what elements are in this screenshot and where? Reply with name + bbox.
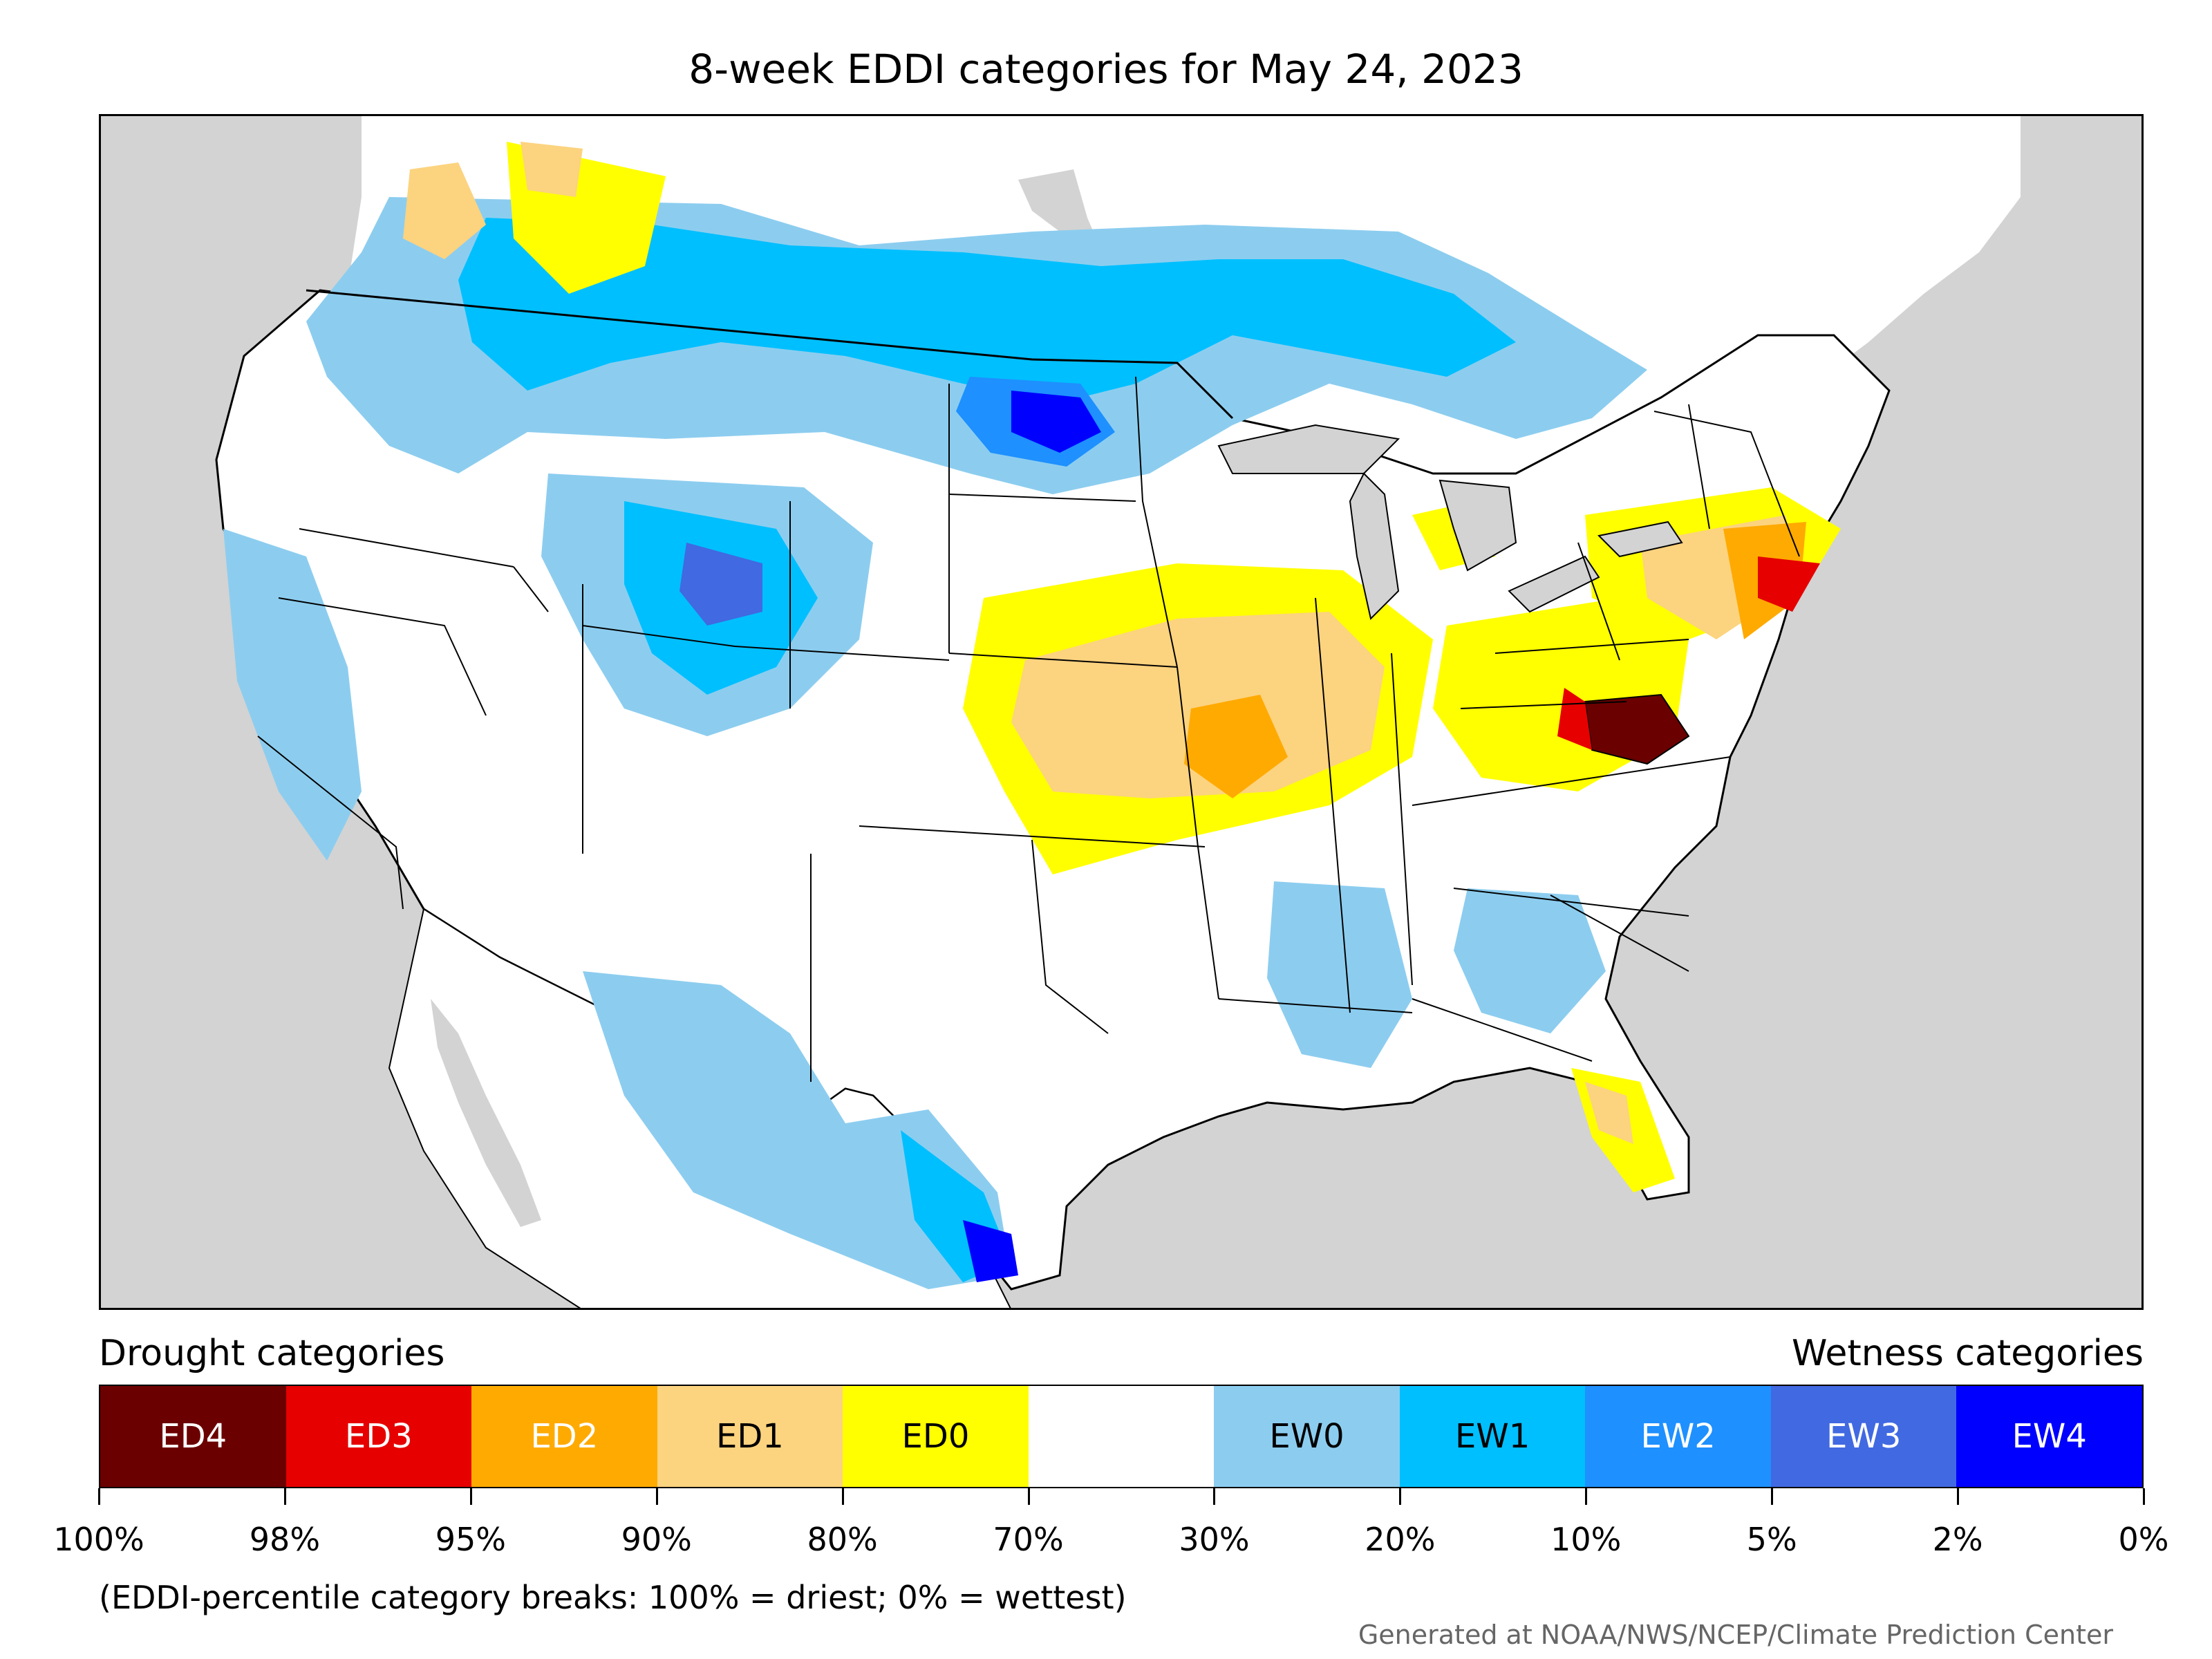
legend-tick-label: 5% — [1746, 1521, 1797, 1558]
legend-color-bar: ED4 ED3 ED2 ED1 ED0 EW0 EW1 EW2 EW3 EW4 — [99, 1385, 2144, 1488]
gulf-of-california — [431, 999, 541, 1227]
legend-swatch-normal — [1028, 1386, 1215, 1487]
legend-tick-label: 70% — [993, 1521, 1064, 1558]
legend-tick-label: 2% — [1932, 1521, 1983, 1558]
legend-tick-label: 90% — [621, 1521, 692, 1558]
legend-swatch-ed3: ED3 — [285, 1386, 472, 1487]
legend-tick — [1771, 1488, 1774, 1505]
map-title: 8-week EDDI categories for May 24, 2023 — [688, 46, 1524, 93]
legend-swatch-ed0: ED0 — [843, 1386, 1029, 1487]
legend-ticks — [98, 1488, 2145, 1505]
legend-tick — [469, 1488, 472, 1505]
legend-tick-label: 98% — [249, 1521, 321, 1558]
legend-tick — [841, 1488, 844, 1505]
legend-tick — [98, 1488, 100, 1505]
legend-swatch-ew4: EW4 — [1956, 1386, 2143, 1487]
legend-tick — [283, 1488, 286, 1505]
legend-tick-label: 20% — [1365, 1521, 1436, 1558]
legend-tick-label: 80% — [807, 1521, 878, 1558]
legend-swatch-ed1: ED1 — [657, 1386, 843, 1487]
eddi-map — [99, 114, 2144, 1310]
legend-tick — [655, 1488, 658, 1505]
legend-tick-label: 0% — [2118, 1521, 2169, 1558]
legend-tick-label: 10% — [1550, 1521, 1622, 1558]
canada-us-border — [306, 289, 1234, 420]
great-lakes — [1217, 424, 1683, 620]
drought-areas — [403, 142, 1841, 1192]
wetness-heading: Wetness categories — [1792, 1333, 2144, 1374]
legend-tick-label: 30% — [1179, 1521, 1250, 1558]
legend-tick-label: 100% — [53, 1521, 144, 1558]
legend-swatch-ew3: EW3 — [1770, 1386, 1957, 1487]
state-boundaries — [257, 376, 1800, 1082]
legend-swatch-ed4: ED4 — [100, 1386, 286, 1487]
legend-tick — [2143, 1488, 2145, 1505]
credit-line: Generated at NOAA/NWS/NCEP/Climate Predi… — [1358, 1620, 2113, 1650]
legend-swatch-ew2: EW2 — [1585, 1386, 1771, 1487]
legend-swatch-ew0: EW0 — [1214, 1386, 1400, 1487]
legend-swatch-ew1: EW1 — [1399, 1386, 1586, 1487]
map-frame — [99, 114, 2144, 1310]
legend-tick — [1213, 1488, 1216, 1505]
drought-heading: Drought categories — [99, 1333, 445, 1374]
legend-tick — [1399, 1488, 1402, 1505]
category-note: (EDDI-percentile category breaks: 100% =… — [99, 1579, 1127, 1616]
legend-tick — [1957, 1488, 1960, 1505]
legend-tick-label: 95% — [435, 1521, 506, 1558]
legend-tick — [1585, 1488, 1588, 1505]
legend-tick — [1027, 1488, 1030, 1505]
legend-swatch-ed2: ED2 — [471, 1386, 657, 1487]
